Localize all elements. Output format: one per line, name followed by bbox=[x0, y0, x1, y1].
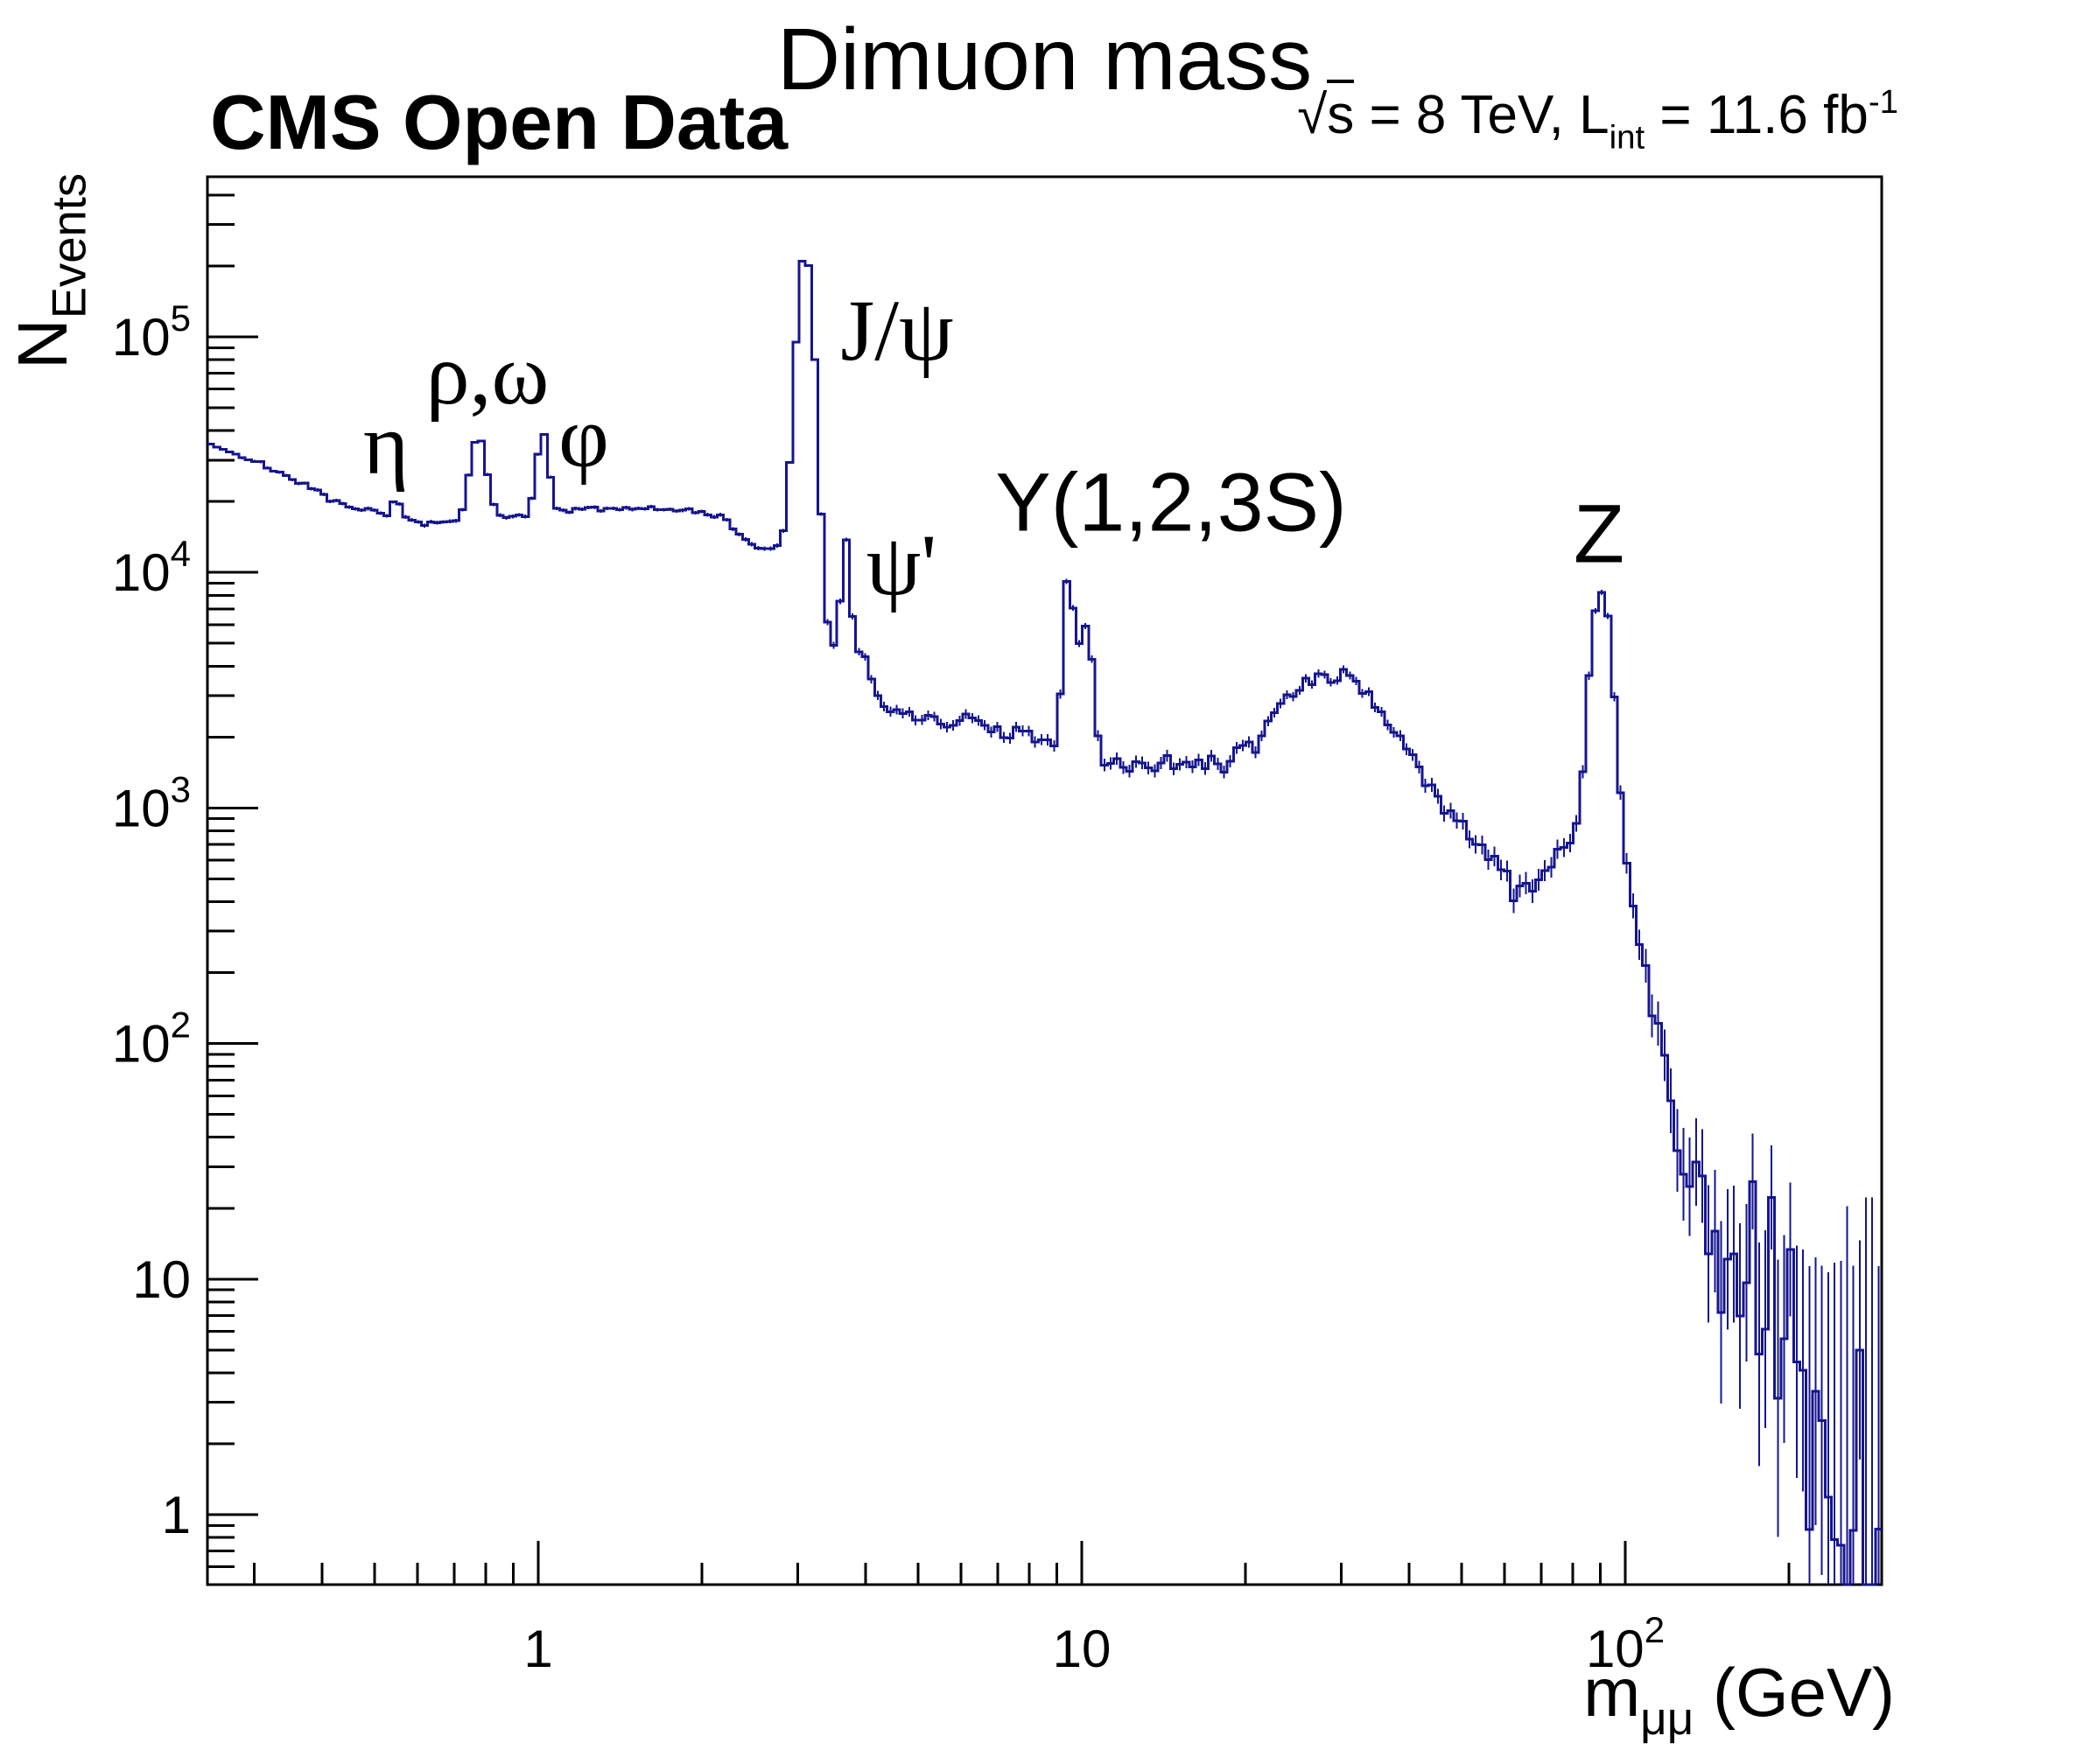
error-bars bbox=[215, 445, 1880, 1585]
lumi-subscript: int bbox=[1609, 118, 1645, 157]
x-axis-label: mμμ (GeV) bbox=[1583, 1658, 1895, 1742]
resonance-label-2: ρ,ω bbox=[425, 326, 550, 423]
resonance-label-6: Y(1,2,3S) bbox=[995, 456, 1347, 550]
lumi-exponent: -1 bbox=[1868, 83, 1898, 121]
resonance-label-5: ψ' bbox=[866, 516, 937, 613]
tick-labels: 1 10 102 103 104 105 1 10 102 bbox=[112, 298, 1665, 1678]
conditions-label: √s = 8 TeV, Lint = 11.6 fb-1 bbox=[1297, 80, 1898, 157]
y-axis-label-sub: Events bbox=[42, 172, 96, 319]
resonance-label-4: J/ψ bbox=[840, 282, 954, 379]
resonance-label-7: Z bbox=[1573, 487, 1625, 581]
y-tick-label: 103 bbox=[112, 768, 191, 837]
conditions-part1: = 8 TeV, L bbox=[1354, 85, 1610, 146]
x-axis-label-sub: μμ bbox=[1640, 1693, 1694, 1746]
y-axis-label-main: N bbox=[3, 318, 81, 370]
x-axis-label-main: m bbox=[1583, 1654, 1641, 1731]
experiment-label: CMS Open Data bbox=[210, 79, 789, 165]
resonance-label-1: η bbox=[362, 396, 410, 493]
y-tick-label: 10 bbox=[132, 1250, 191, 1309]
x-tick-label: 1 bbox=[523, 1620, 552, 1678]
x-axis-label-rest: (GeV) bbox=[1694, 1654, 1895, 1731]
histogram-step-line bbox=[207, 260, 1882, 1586]
resonance-label-3: φ bbox=[558, 388, 609, 486]
conditions-part2: = 11.6 fb bbox=[1645, 85, 1869, 146]
y-tick-label: 104 bbox=[112, 533, 191, 602]
x-tick-label: 10 bbox=[1053, 1620, 1112, 1678]
axis-ticks bbox=[207, 193, 1791, 1585]
y-tick-label: 105 bbox=[112, 298, 191, 367]
x-tick-label: 102 bbox=[1586, 1609, 1665, 1678]
plot-title: Dimuon mass bbox=[776, 10, 1313, 108]
plot-frame bbox=[206, 175, 1883, 1586]
sqrt-s: s bbox=[1327, 80, 1355, 146]
sqrt-symbol: √ bbox=[1297, 85, 1328, 146]
y-tick-label: 102 bbox=[112, 1004, 191, 1074]
y-axis-label: NEvents bbox=[4, 172, 96, 369]
y-tick-label: 1 bbox=[162, 1486, 191, 1544]
